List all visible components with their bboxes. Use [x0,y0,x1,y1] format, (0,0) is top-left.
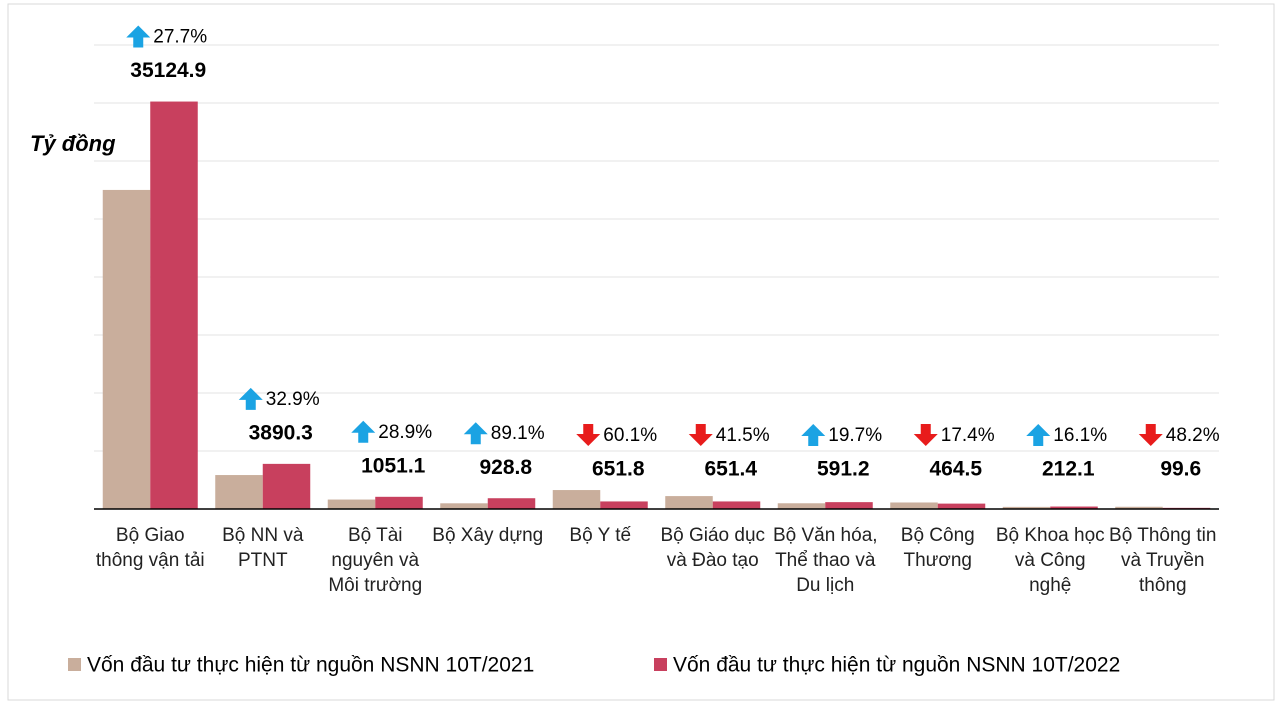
x-tick-label-box: Bộ Giao thông vận tải [95,525,205,571]
bar [552,490,601,509]
x-tick-label-box: Bộ Văn hóa, Thể thao và Du lịch [772,525,878,596]
change-label: 28.9% [378,422,432,443]
x-tick-label: Bộ NN và PTNT [222,525,304,571]
up-arrow [1026,424,1051,446]
legend-label: Vốn đầu tư thực hiện từ nguồn NSNN 10T/2… [87,654,534,677]
x-tick-label: Bộ Khoa học và Công nghệ [995,525,1105,596]
x-tick-label-box: Bộ Xây dựng [432,525,544,546]
x-tick-label-box: Bộ Giáo dục và Đào tạo [660,525,766,571]
bar [890,502,938,509]
data-label: 212.1 [1042,458,1095,481]
bar [262,463,311,509]
up-arrow [801,424,826,446]
legend-swatch [68,658,81,671]
data-label: 928.8 [479,456,532,479]
legend-label: Vốn đầu tư thực hiện từ nguồn NSNN 10T/2… [673,654,1120,677]
data-label: 464.5 [929,458,982,481]
x-tick-label: Bộ Y tế [569,525,632,546]
data-label: 1051.1 [361,454,426,477]
bar [937,503,986,509]
down-arrow [576,424,601,446]
bar [102,189,151,509]
bar [665,496,713,509]
bar [440,503,488,509]
bar [825,502,873,509]
change-label: 32.9% [266,389,320,410]
change-label: 41.5% [716,425,770,446]
bar [215,475,263,509]
change-label: 89.1% [491,423,545,444]
data-label: 99.6 [1160,458,1201,481]
down-arrow [913,424,938,446]
bar [1050,506,1098,509]
down-arrow [688,424,713,446]
up-arrow [351,420,376,443]
change-label: 17.4% [941,425,995,446]
x-tick-label-box: Bộ Khoa học và Công nghệ [995,525,1105,596]
x-tick-label-box: Bộ Y tế [569,525,632,546]
change-label: 48.2% [1166,425,1220,446]
bar [375,496,423,509]
x-tick-label: Bộ Giáo dục và Đào tạo [660,525,766,571]
x-tick-label: Bộ Giao thông vận tải [95,525,205,571]
x-tick-label: Bộ Thông tin và Truyền thông [1109,525,1217,596]
bar [150,101,198,510]
x-tick-label: Bộ Công Thương [900,525,975,571]
chart-frame [7,3,1275,701]
bar [487,498,536,509]
change-label: 27.7% [153,27,207,48]
bar [1002,506,1051,509]
bar [712,501,761,509]
bar [1115,506,1163,509]
x-tick-label: Bộ Văn hóa, Thể thao và Du lịch [772,525,878,596]
up-arrow [463,422,488,445]
data-label: 591.2 [817,458,870,481]
data-label: 35124.9 [130,59,206,82]
down-arrow [1138,424,1163,446]
change-label: 60.1% [603,425,657,446]
data-label: 651.8 [592,458,645,481]
x-tick-label-box: Bộ Thông tin và Truyền thông [1109,525,1217,596]
x-tick-label: Bộ Xây dựng [432,525,544,546]
x-tick-label: Bộ Tài nguyên và Môi trường [328,525,423,596]
data-label: 651.4 [704,458,757,481]
data-label: 3890.3 [249,421,313,444]
change-label: 16.1% [1053,425,1107,446]
x-tick-label-box: Bộ Công Thương [900,525,975,571]
x-tick-label-box: Bộ Tài nguyên và Môi trường [328,525,423,596]
bar [327,499,376,509]
change-label: 19.7% [828,425,882,446]
bar [777,503,826,509]
up-arrow [126,25,151,48]
legend-swatch [654,658,667,671]
up-arrow [238,387,263,410]
bar [600,501,648,509]
y-axis-label: Tỷ đồng [30,131,116,156]
x-tick-label-box: Bộ NN và PTNT [222,525,304,571]
